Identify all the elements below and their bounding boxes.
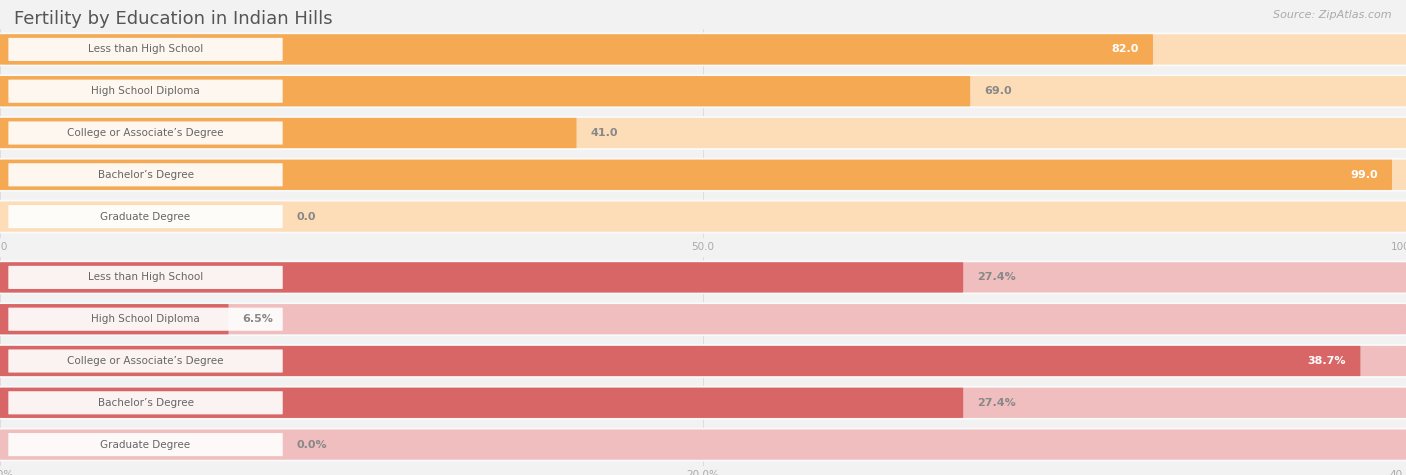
FancyBboxPatch shape: [0, 201, 1406, 232]
FancyBboxPatch shape: [0, 302, 1406, 336]
Text: Bachelor’s Degree: Bachelor’s Degree: [97, 170, 194, 180]
Text: College or Associate’s Degree: College or Associate’s Degree: [67, 356, 224, 366]
Text: College or Associate’s Degree: College or Associate’s Degree: [67, 128, 224, 138]
FancyBboxPatch shape: [0, 428, 1406, 462]
FancyBboxPatch shape: [0, 262, 963, 293]
FancyBboxPatch shape: [8, 308, 283, 331]
FancyBboxPatch shape: [8, 38, 283, 61]
Text: 99.0: 99.0: [1350, 170, 1378, 180]
Text: 0.0: 0.0: [297, 211, 316, 222]
FancyBboxPatch shape: [0, 32, 1406, 66]
Text: Less than High School: Less than High School: [89, 272, 202, 283]
FancyBboxPatch shape: [0, 304, 1406, 334]
FancyBboxPatch shape: [0, 260, 1406, 294]
FancyBboxPatch shape: [0, 386, 1406, 420]
Text: 0.0%: 0.0%: [297, 439, 328, 450]
Text: 82.0: 82.0: [1112, 44, 1139, 55]
Text: Graduate Degree: Graduate Degree: [100, 439, 191, 450]
FancyBboxPatch shape: [8, 433, 283, 456]
FancyBboxPatch shape: [0, 160, 1406, 190]
Text: Less than High School: Less than High School: [89, 44, 202, 55]
FancyBboxPatch shape: [0, 262, 1406, 293]
Text: Fertility by Education in Indian Hills: Fertility by Education in Indian Hills: [14, 10, 333, 28]
FancyBboxPatch shape: [0, 116, 1406, 150]
FancyBboxPatch shape: [8, 266, 283, 289]
FancyBboxPatch shape: [0, 304, 229, 334]
FancyBboxPatch shape: [8, 391, 283, 414]
FancyBboxPatch shape: [8, 163, 283, 186]
FancyBboxPatch shape: [0, 200, 1406, 234]
FancyBboxPatch shape: [0, 346, 1406, 376]
Text: High School Diploma: High School Diploma: [91, 314, 200, 324]
FancyBboxPatch shape: [0, 34, 1153, 65]
FancyBboxPatch shape: [0, 160, 1392, 190]
FancyBboxPatch shape: [0, 118, 576, 148]
Text: 69.0: 69.0: [984, 86, 1012, 96]
FancyBboxPatch shape: [0, 118, 1406, 148]
FancyBboxPatch shape: [0, 76, 1406, 106]
FancyBboxPatch shape: [0, 74, 1406, 108]
Text: 38.7%: 38.7%: [1308, 356, 1347, 366]
FancyBboxPatch shape: [0, 388, 1406, 418]
FancyBboxPatch shape: [0, 346, 1361, 376]
Text: High School Diploma: High School Diploma: [91, 86, 200, 96]
FancyBboxPatch shape: [0, 158, 1406, 192]
Text: 6.5%: 6.5%: [243, 314, 273, 324]
FancyBboxPatch shape: [0, 34, 1406, 65]
FancyBboxPatch shape: [8, 350, 283, 372]
FancyBboxPatch shape: [0, 344, 1406, 378]
Text: 27.4%: 27.4%: [977, 272, 1017, 283]
Text: 41.0: 41.0: [591, 128, 619, 138]
Text: Source: ZipAtlas.com: Source: ZipAtlas.com: [1274, 10, 1392, 19]
Text: 27.4%: 27.4%: [977, 398, 1017, 408]
Text: Graduate Degree: Graduate Degree: [100, 211, 191, 222]
FancyBboxPatch shape: [8, 122, 283, 144]
FancyBboxPatch shape: [0, 76, 970, 106]
FancyBboxPatch shape: [0, 429, 1406, 460]
FancyBboxPatch shape: [8, 80, 283, 103]
Text: Bachelor’s Degree: Bachelor’s Degree: [97, 398, 194, 408]
FancyBboxPatch shape: [0, 388, 963, 418]
FancyBboxPatch shape: [8, 205, 283, 228]
